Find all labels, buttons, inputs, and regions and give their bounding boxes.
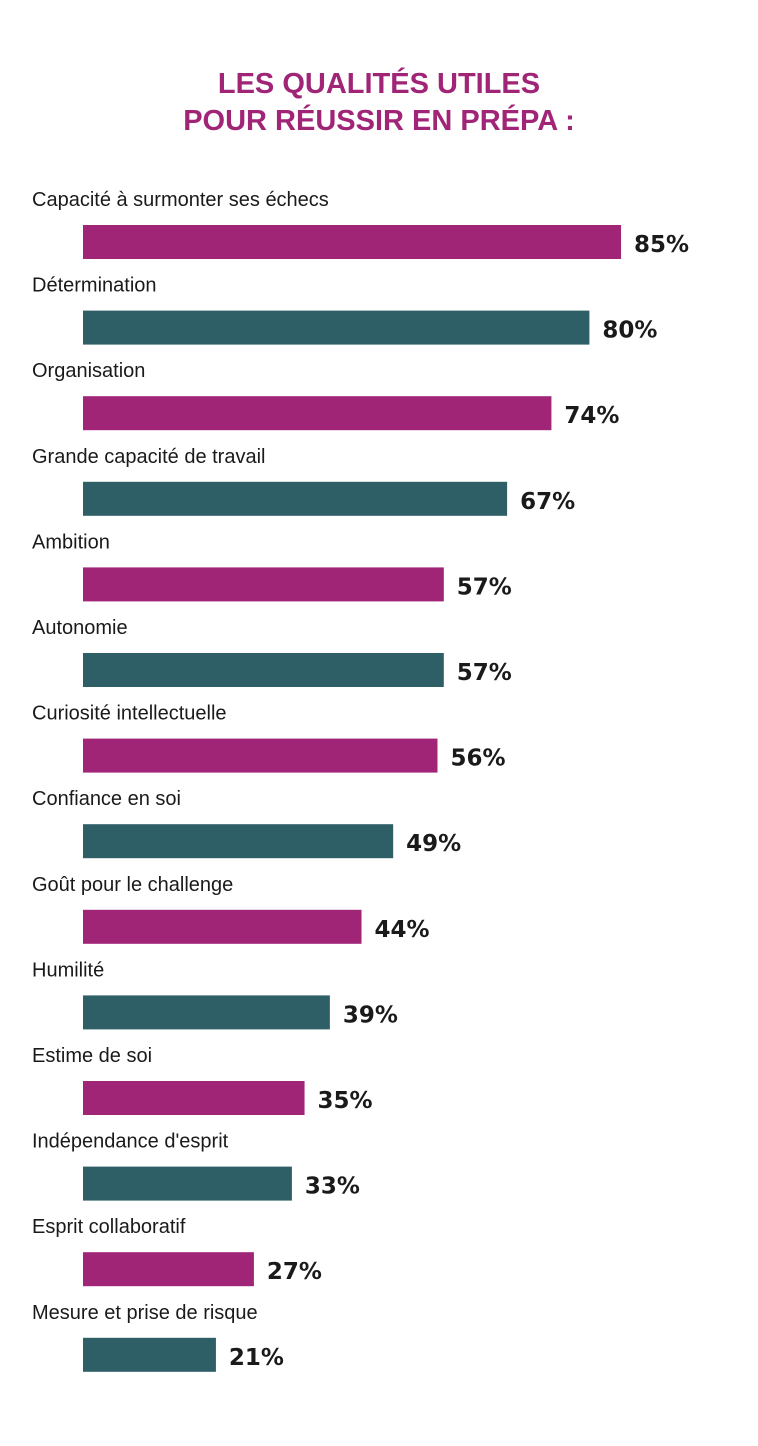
value-label: 80% [602,318,657,344]
category-label: Ambition [32,531,110,553]
category-label: Goût pour le challenge [32,874,233,896]
bar [83,1337,216,1372]
category-label: Confiance en soi [32,788,181,810]
category-label: Humilité [32,959,104,981]
bar [83,225,622,259]
bar [83,481,508,516]
value-label: 27% [267,1259,322,1285]
value-label: 85% [634,232,689,258]
value-label: 49% [406,831,461,857]
value-label: 56% [450,746,505,772]
chart-title-line-2: POUR RÉUSSIR EN PRÉPA : [183,105,575,137]
bar [83,1166,292,1201]
bar [83,567,444,602]
bar [83,1081,305,1115]
category-label: Organisation [32,360,145,382]
bar [83,909,362,944]
value-label: 21% [229,1345,284,1371]
value-label: 44% [375,917,430,943]
value-label: 67% [520,489,575,515]
value-label: 74% [564,403,619,429]
value-label: 33% [305,1174,360,1200]
category-label: Grande capacité de travail [32,446,265,468]
category-label: Indépendance d'esprit [32,1131,229,1153]
category-label: Capacité à surmonter ses échecs [32,189,329,211]
bar [83,738,438,773]
bar [83,310,590,345]
bar [83,1252,254,1287]
bar [83,995,330,1030]
category-label: Détermination [32,275,157,297]
category-label: Autonomie [32,617,128,639]
bar [83,824,394,859]
bar [83,653,444,687]
category-label: Estime de soi [32,1045,152,1067]
bar [83,396,552,431]
chart-title-line-1: LES QUALITÉS UTILES [217,68,541,100]
category-label: Esprit collaboratif [32,1216,186,1238]
category-label: Curiosité intellectuelle [32,703,227,725]
value-label: 39% [343,1002,398,1028]
value-label: 57% [457,574,512,600]
value-label: 57% [457,660,512,686]
category-label: Mesure et prise de risque [32,1302,258,1324]
value-label: 35% [318,1088,373,1114]
